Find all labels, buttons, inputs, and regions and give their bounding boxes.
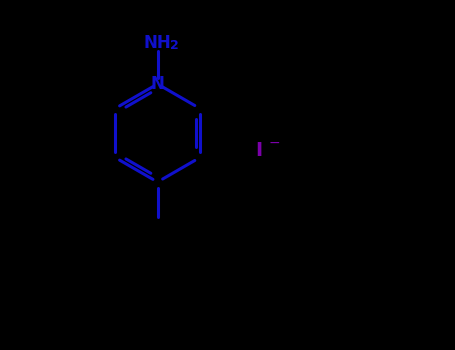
Text: NH: NH: [144, 34, 172, 52]
Text: −: −: [269, 136, 280, 150]
Text: I: I: [256, 141, 263, 160]
Text: N: N: [151, 75, 164, 93]
Text: 2: 2: [170, 38, 179, 52]
